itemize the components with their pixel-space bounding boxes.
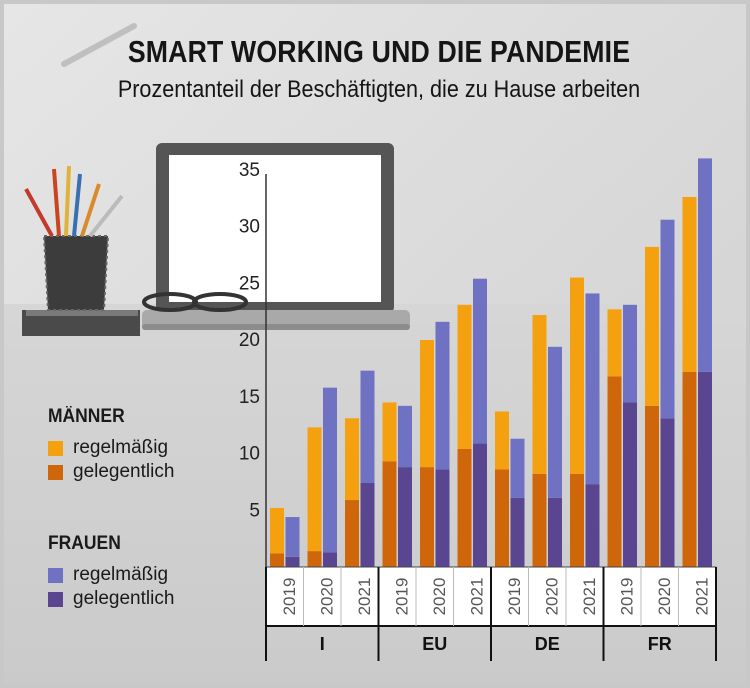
legend-men: MÄNNER regelmäßig gelegentlich <box>48 406 174 484</box>
bar-women-occasional <box>473 443 487 567</box>
bar-men-occasional <box>532 473 547 567</box>
bar-women-regular <box>285 517 300 557</box>
x-group-label: EU <box>422 634 447 654</box>
bar-women-occasional <box>398 467 412 567</box>
y-tick-label: 35 <box>239 160 260 181</box>
bar-women-regular <box>623 304 637 403</box>
bar-women-occasional <box>285 556 300 567</box>
y-tick-label: 30 <box>239 217 260 238</box>
x-tick-label-year: 2020 <box>318 578 337 616</box>
bar-men-regular <box>345 418 359 501</box>
x-tick-label-year: 2021 <box>580 578 599 616</box>
x-group-label: I <box>320 634 325 654</box>
bar-men-occasional <box>382 461 397 567</box>
x-group-label: DE <box>535 634 560 654</box>
legend-swatch-women-occasional <box>48 591 63 607</box>
bar-men-regular <box>532 315 547 474</box>
y-tick-label: 10 <box>239 444 260 465</box>
bar-men-regular <box>382 402 397 462</box>
y-tick-label: 25 <box>239 273 260 294</box>
bar-women-regular <box>548 346 562 498</box>
bar-women-occasional <box>548 497 562 567</box>
x-tick-label-year: 2021 <box>355 578 374 616</box>
y-tick-label: 15 <box>239 387 260 408</box>
x-tick-label-year: 2019 <box>280 578 299 616</box>
bar-men-occasional <box>607 376 622 567</box>
legend-label-men-occasional: gelegentlich <box>73 461 175 482</box>
x-tick-label-year: 2020 <box>430 578 449 616</box>
bar-men-occasional <box>345 500 359 567</box>
legend-label-women-occasional: gelegentlich <box>73 588 175 609</box>
x-tick-label-year: 2021 <box>693 578 712 616</box>
legend-label-men-regular: regelmäßig <box>73 437 169 458</box>
bar-women-occasional <box>585 484 600 567</box>
bar-men-occasional <box>420 467 434 567</box>
bar-men-regular <box>607 309 622 377</box>
legend-heading-men: MÄNNER <box>48 406 125 427</box>
bar-men-regular <box>645 246 659 406</box>
legend-item-women-regular: regelmäßig <box>48 563 174 587</box>
chart-title: SMART WORKING UND DIE PANDEMIE <box>127 34 631 69</box>
legend-heading-women: FRAUEN <box>48 533 121 554</box>
bar-men-regular <box>570 277 584 474</box>
legend-item-women-occasional: gelegentlich <box>48 587 174 611</box>
chart-subtitle: Prozentanteil der Beschäftigten, die zu … <box>117 76 641 103</box>
legend-item-men-regular: regelmäßig <box>48 436 174 460</box>
bar-men-occasional <box>682 371 697 567</box>
bar-women-regular <box>473 278 487 444</box>
bar-women-regular <box>323 387 337 553</box>
x-tick-label-year: 2019 <box>618 578 637 616</box>
bar-men-occasional <box>645 405 659 567</box>
bar-men-regular <box>420 340 434 468</box>
bar-men-occasional <box>307 551 322 567</box>
bar-women-regular <box>360 370 375 484</box>
legend-label-women-regular: regelmäßig <box>73 564 169 585</box>
bar-men-occasional <box>270 553 284 567</box>
bar-men-regular <box>457 304 472 449</box>
x-tick-label-year: 2020 <box>655 578 674 616</box>
bar-women-occasional <box>510 497 525 567</box>
bar-women-regular <box>435 321 450 470</box>
y-tick-label: 5 <box>249 500 260 521</box>
x-group-label: FR <box>648 634 672 654</box>
bar-women-regular <box>660 219 675 419</box>
x-tick-label-year: 2021 <box>468 578 487 616</box>
bar-women-regular <box>398 405 412 468</box>
bar-men-regular <box>495 411 509 470</box>
legend-swatch-men-regular <box>48 440 63 456</box>
bar-women-regular <box>510 438 525 498</box>
bar-women-occasional <box>623 402 637 567</box>
background-office-scene <box>4 4 746 684</box>
x-tick-label-year: 2020 <box>543 578 562 616</box>
legend-women: FRAUEN regelmäßig gelegentlich <box>48 533 174 611</box>
y-tick-label: 20 <box>239 330 260 351</box>
bar-women-occasional <box>660 418 675 567</box>
bar-women-occasional <box>360 483 375 567</box>
bar-women-occasional <box>698 371 712 567</box>
bar-men-regular <box>682 196 697 372</box>
legend-swatch-women-regular <box>48 567 63 583</box>
bar-men-occasional <box>570 473 584 567</box>
bar-men-occasional <box>457 448 472 567</box>
x-tick-label-year: 2019 <box>393 578 412 616</box>
bar-women-regular <box>698 158 712 372</box>
bar-women-occasional <box>323 552 337 567</box>
x-tick-label-year: 2019 <box>505 578 524 616</box>
bar-men-occasional <box>495 469 509 567</box>
bar-women-occasional <box>435 469 450 567</box>
legend-swatch-men-occasional <box>48 464 63 480</box>
bar-men-regular <box>270 507 284 554</box>
bar-women-regular <box>585 293 600 485</box>
stacked-bar-chart: 5 10 15 20 25 30 35 2019 2020 2021 I 2019 2020 2021 EU… <box>239 158 717 661</box>
legend-item-men-occasional: gelegentlich <box>48 460 174 484</box>
bar-men-regular <box>307 427 322 552</box>
